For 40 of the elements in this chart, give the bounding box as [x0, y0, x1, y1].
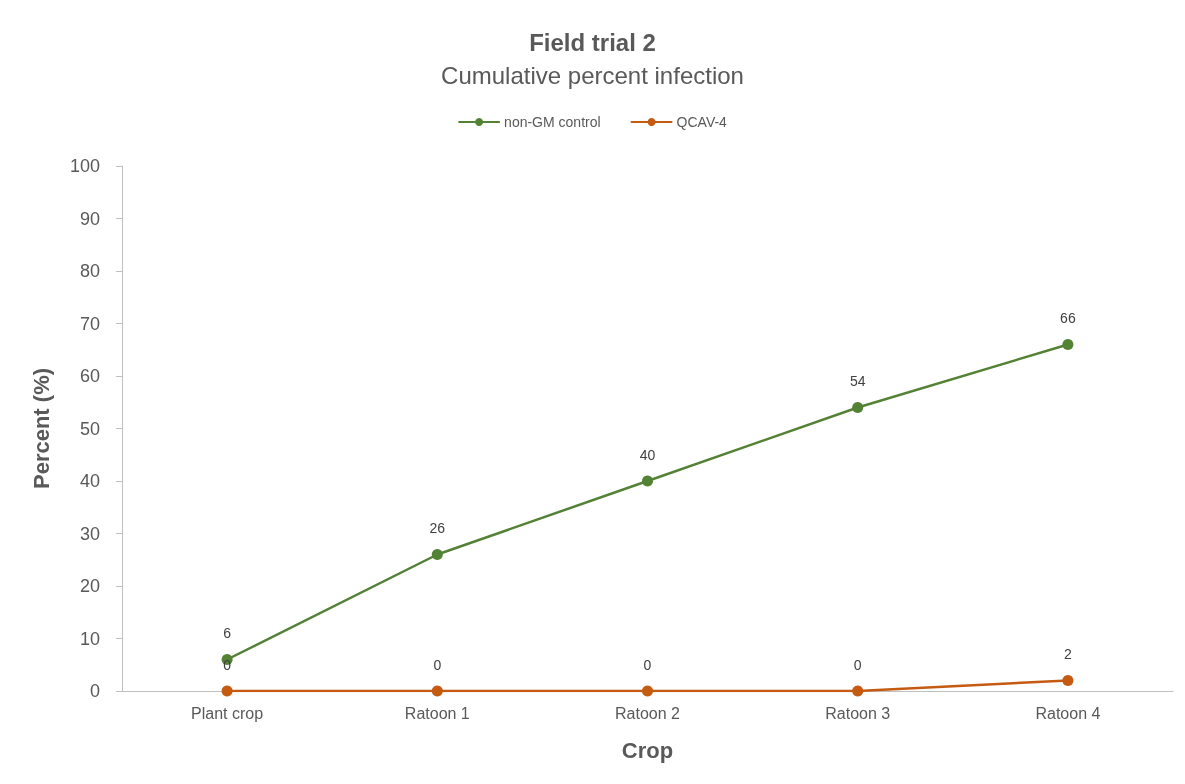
- data-label: 0: [433, 656, 442, 673]
- point: [431, 685, 443, 697]
- data-label: 26: [429, 520, 446, 536]
- y-tick-label: 0: [89, 681, 100, 701]
- x-tick-label: Ratoon 1: [404, 704, 470, 722]
- legend-label: non-GM control: [504, 114, 601, 130]
- point: [1062, 339, 1074, 350]
- data-label: 0: [853, 656, 862, 673]
- data-label: 66: [1060, 310, 1076, 326]
- y-tick-label: 70: [79, 313, 100, 334]
- x-tick-label: Ratoon 3: [825, 704, 891, 722]
- point: [642, 475, 653, 487]
- point: [642, 685, 653, 697]
- y-tick-label: 80: [79, 261, 100, 281]
- data-label: 40: [639, 446, 656, 463]
- point: [852, 402, 864, 413]
- x-axis-title: Crop: [621, 737, 674, 763]
- data-label: 6: [223, 625, 232, 641]
- x-tick-label: Ratoon 2: [615, 704, 681, 722]
- chart-title: Field trial 2: [529, 28, 656, 56]
- x-tick-label: Ratoon 4: [1035, 704, 1101, 722]
- y-tick-label: 20: [79, 576, 100, 596]
- y-tick-label: 30: [79, 523, 100, 544]
- y-axis-title: Percent (%): [28, 367, 54, 490]
- y-tick-label: 60: [79, 366, 100, 386]
- point: [852, 685, 864, 697]
- data-label: 2: [1064, 646, 1072, 662]
- point: [221, 685, 233, 697]
- y-tick-label: 50: [79, 418, 100, 439]
- y-tick-label: 10: [79, 628, 100, 649]
- data-label: 0: [643, 656, 652, 673]
- y-tick-label: 90: [79, 208, 100, 229]
- x-tick-label: Plant crop: [191, 704, 264, 722]
- y-tick-label: 100: [69, 156, 100, 176]
- point: [431, 549, 443, 560]
- y-tick-label: 40: [79, 471, 100, 491]
- point: [1062, 675, 1074, 686]
- data-label: 54: [849, 373, 866, 389]
- legend-label: QCAV-4: [676, 114, 728, 130]
- chart-subtitle: Cumulative percent infection: [441, 61, 744, 89]
